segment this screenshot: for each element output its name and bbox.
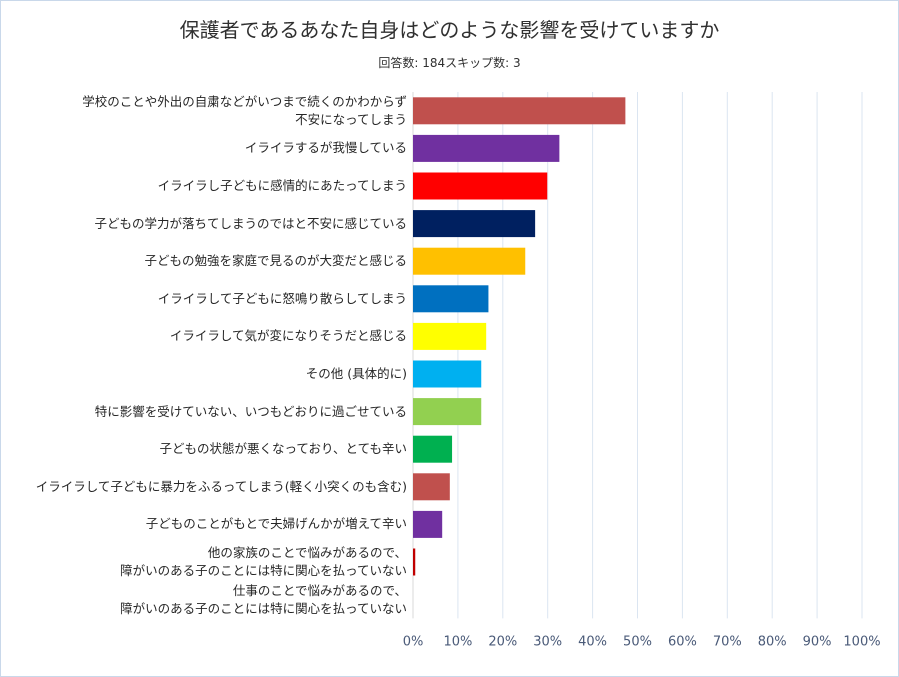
x-tick-label: 0%	[403, 634, 424, 649]
category-label: イライラして気が変になりそうだと感じる	[169, 328, 407, 344]
bar	[413, 285, 489, 313]
bar	[413, 172, 548, 200]
bar	[413, 510, 443, 538]
bar	[413, 134, 560, 162]
category-label: その他 (具体的に)	[305, 366, 407, 381]
chart-subtitle: 回答数: 184スキップ数: 3	[378, 56, 521, 70]
category-label: イライラし子どもに感情的にあたってしまう	[157, 178, 407, 193]
category-label: イライラして子どもに怒鳴り散らしてしまう	[157, 290, 407, 306]
bar	[413, 473, 450, 501]
category-label: イライラして子どもに暴力をふるってしまう(軽く小突くのも含む)	[35, 478, 407, 494]
x-tick-label: 50%	[623, 634, 652, 649]
x-tick-label: 20%	[488, 634, 517, 649]
x-tick-label: 30%	[533, 634, 562, 649]
x-tick-label: 60%	[668, 634, 697, 649]
category-label: 学校のことや外出の自粛などがいつまで続くのかわからず 不安になってしまう	[82, 93, 407, 127]
x-tick-label: 70%	[713, 634, 742, 649]
category-label: 仕事のことで悩みがあるので、 障がいのある子のことには特に関心を払っていない	[120, 582, 407, 616]
category-label: 子どもの状態が悪くなっており、とても辛い	[159, 441, 407, 457]
category-label: イライラするが我慢している	[244, 140, 407, 156]
chart-title: 保護者であるあなた自身はどのような影響を受けていますか	[179, 18, 720, 42]
bar	[413, 398, 482, 426]
x-tick-label: 10%	[443, 634, 472, 649]
bar	[413, 97, 626, 125]
x-tick-label: 100%	[843, 634, 880, 649]
bar	[413, 322, 487, 350]
x-tick-label: 40%	[578, 634, 607, 649]
category-label: 特に影響を受けていない、いつもどおりに過ごせている	[94, 403, 407, 419]
x-tick-label: 80%	[758, 634, 787, 649]
category-label: 子どもの学力が落ちてしまうのではと不安に感じている	[94, 215, 407, 231]
x-tick-label: 90%	[803, 634, 832, 649]
category-label: 子どものことがもとで夫婦げんかが増えて辛い	[145, 516, 407, 532]
bar	[413, 210, 536, 238]
bar	[413, 247, 526, 275]
category-label: 他の家族のことで悩みがあるので、 障がいのある子のことには特に関心を払っていない	[120, 545, 407, 578]
bar	[413, 548, 416, 576]
bar	[413, 435, 453, 463]
bar	[413, 360, 482, 388]
category-label: 子どもの勉強を家庭で見るのが大変だと感じる	[144, 253, 407, 269]
